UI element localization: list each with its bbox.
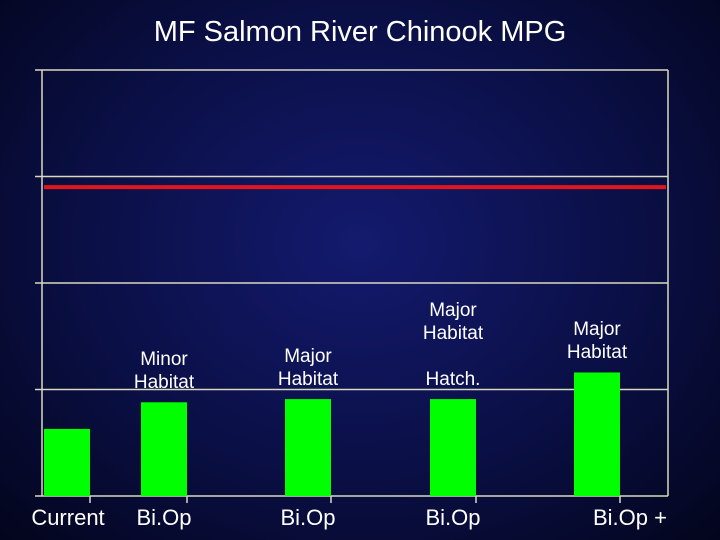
bar-annotation: Minor Habitat: [133, 349, 195, 394]
bar: [141, 402, 187, 496]
x-tick-label: Bi.Op: [136, 505, 192, 530]
bar-annotation: Major Habitat Hatch.: [422, 300, 484, 391]
x-tick-label: Current: [31, 505, 105, 530]
x-tick-label: Bi.Op +: [593, 505, 667, 530]
x-tick-label: Bi.Op: [425, 505, 481, 530]
bar-annotation: Major Habitat: [277, 346, 339, 391]
chart-title: MF Salmon River Chinook MPG: [153, 16, 567, 48]
bar: [574, 372, 620, 496]
bar: [285, 399, 331, 496]
x-tick-label: Bi.Op: [280, 505, 336, 530]
bar-annotation: Major Habitat: [566, 319, 628, 364]
bar: [430, 399, 476, 496]
bar: [44, 428, 90, 496]
